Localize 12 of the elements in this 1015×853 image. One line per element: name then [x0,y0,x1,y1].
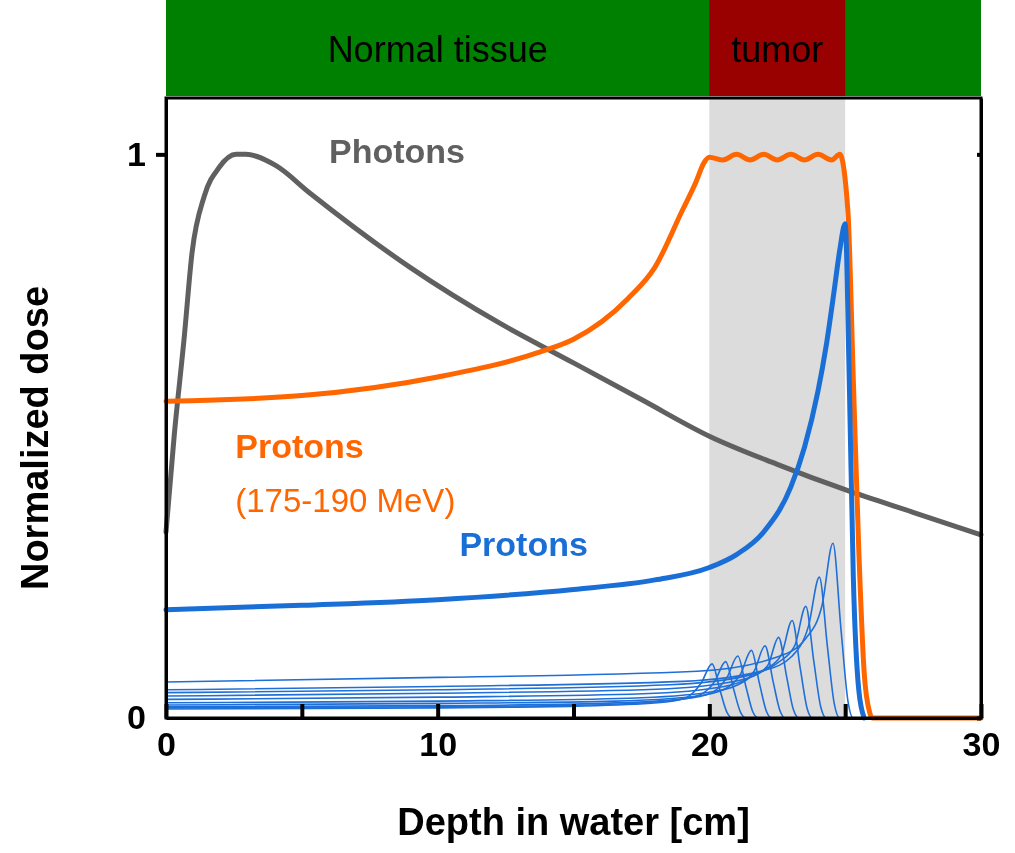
x-axis-title: Depth in water [cm] [397,801,750,843]
x-tick-label: 30 [962,725,1001,764]
y-tick-label: 1 [127,134,146,173]
y-axis-title: Normalized dose [14,285,56,591]
x-tick-label: 20 [690,725,729,764]
text: Normal tissue [327,29,548,70]
band-label: tumor [731,29,824,70]
series-label: Protons (175-190 MeV) [235,426,456,519]
x-tick-label: 0 [157,725,176,764]
series-label: Photons [329,131,465,170]
series-label: Protons [459,524,588,563]
x-tick-label: 10 [419,725,458,764]
